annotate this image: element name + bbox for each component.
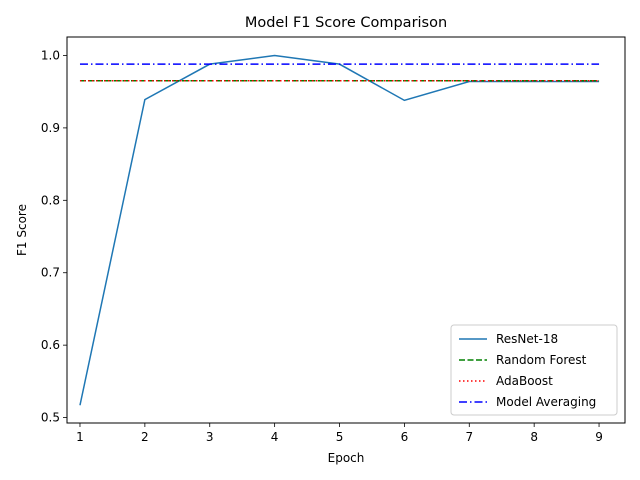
legend-label-resnet-18: ResNet-18 xyxy=(496,332,558,346)
legend: ResNet-18 Random Forest AdaBoost Model Aver… xyxy=(450,324,618,416)
x-tick-label: 5 xyxy=(336,430,344,444)
x-tick-label: 3 xyxy=(206,430,214,444)
x-tick-label: 1 xyxy=(76,430,84,444)
x-axis-ticks: 1 2 3 4 5 6 7 8 9 xyxy=(76,423,603,444)
y-tick-label: 0.8 xyxy=(41,193,60,207)
legend-label-adaboost: AdaBoost xyxy=(496,374,553,388)
chart-title: Model F1 Score Comparison xyxy=(245,15,447,31)
series-lines xyxy=(79,54,600,406)
y-axis-ticks: 0.5 0.6 0.7 0.8 0.9 1.0 xyxy=(41,48,67,425)
x-axis-label: Epoch xyxy=(328,451,365,465)
y-tick-label: 0.9 xyxy=(41,121,60,135)
x-tick-label: 8 xyxy=(530,430,538,444)
y-tick-label: 0.5 xyxy=(41,411,60,425)
x-tick-label: 9 xyxy=(595,430,603,444)
x-tick-label: 7 xyxy=(465,430,473,444)
y-tick-label: 1.0 xyxy=(41,48,60,62)
plot-area-frame xyxy=(66,36,626,424)
y-tick-label: 0.6 xyxy=(41,338,60,352)
legend-box xyxy=(450,324,618,416)
x-tick-label: 4 xyxy=(271,430,279,444)
legend-label-random-forest: Random Forest xyxy=(496,353,587,367)
y-axis-label: F1 Score xyxy=(15,204,29,256)
legend-label-model-averaging: Model Averaging xyxy=(496,395,596,409)
x-tick-label: 6 xyxy=(401,430,409,444)
x-tick-label: 2 xyxy=(141,430,149,444)
y-tick-label: 0.7 xyxy=(41,266,60,280)
